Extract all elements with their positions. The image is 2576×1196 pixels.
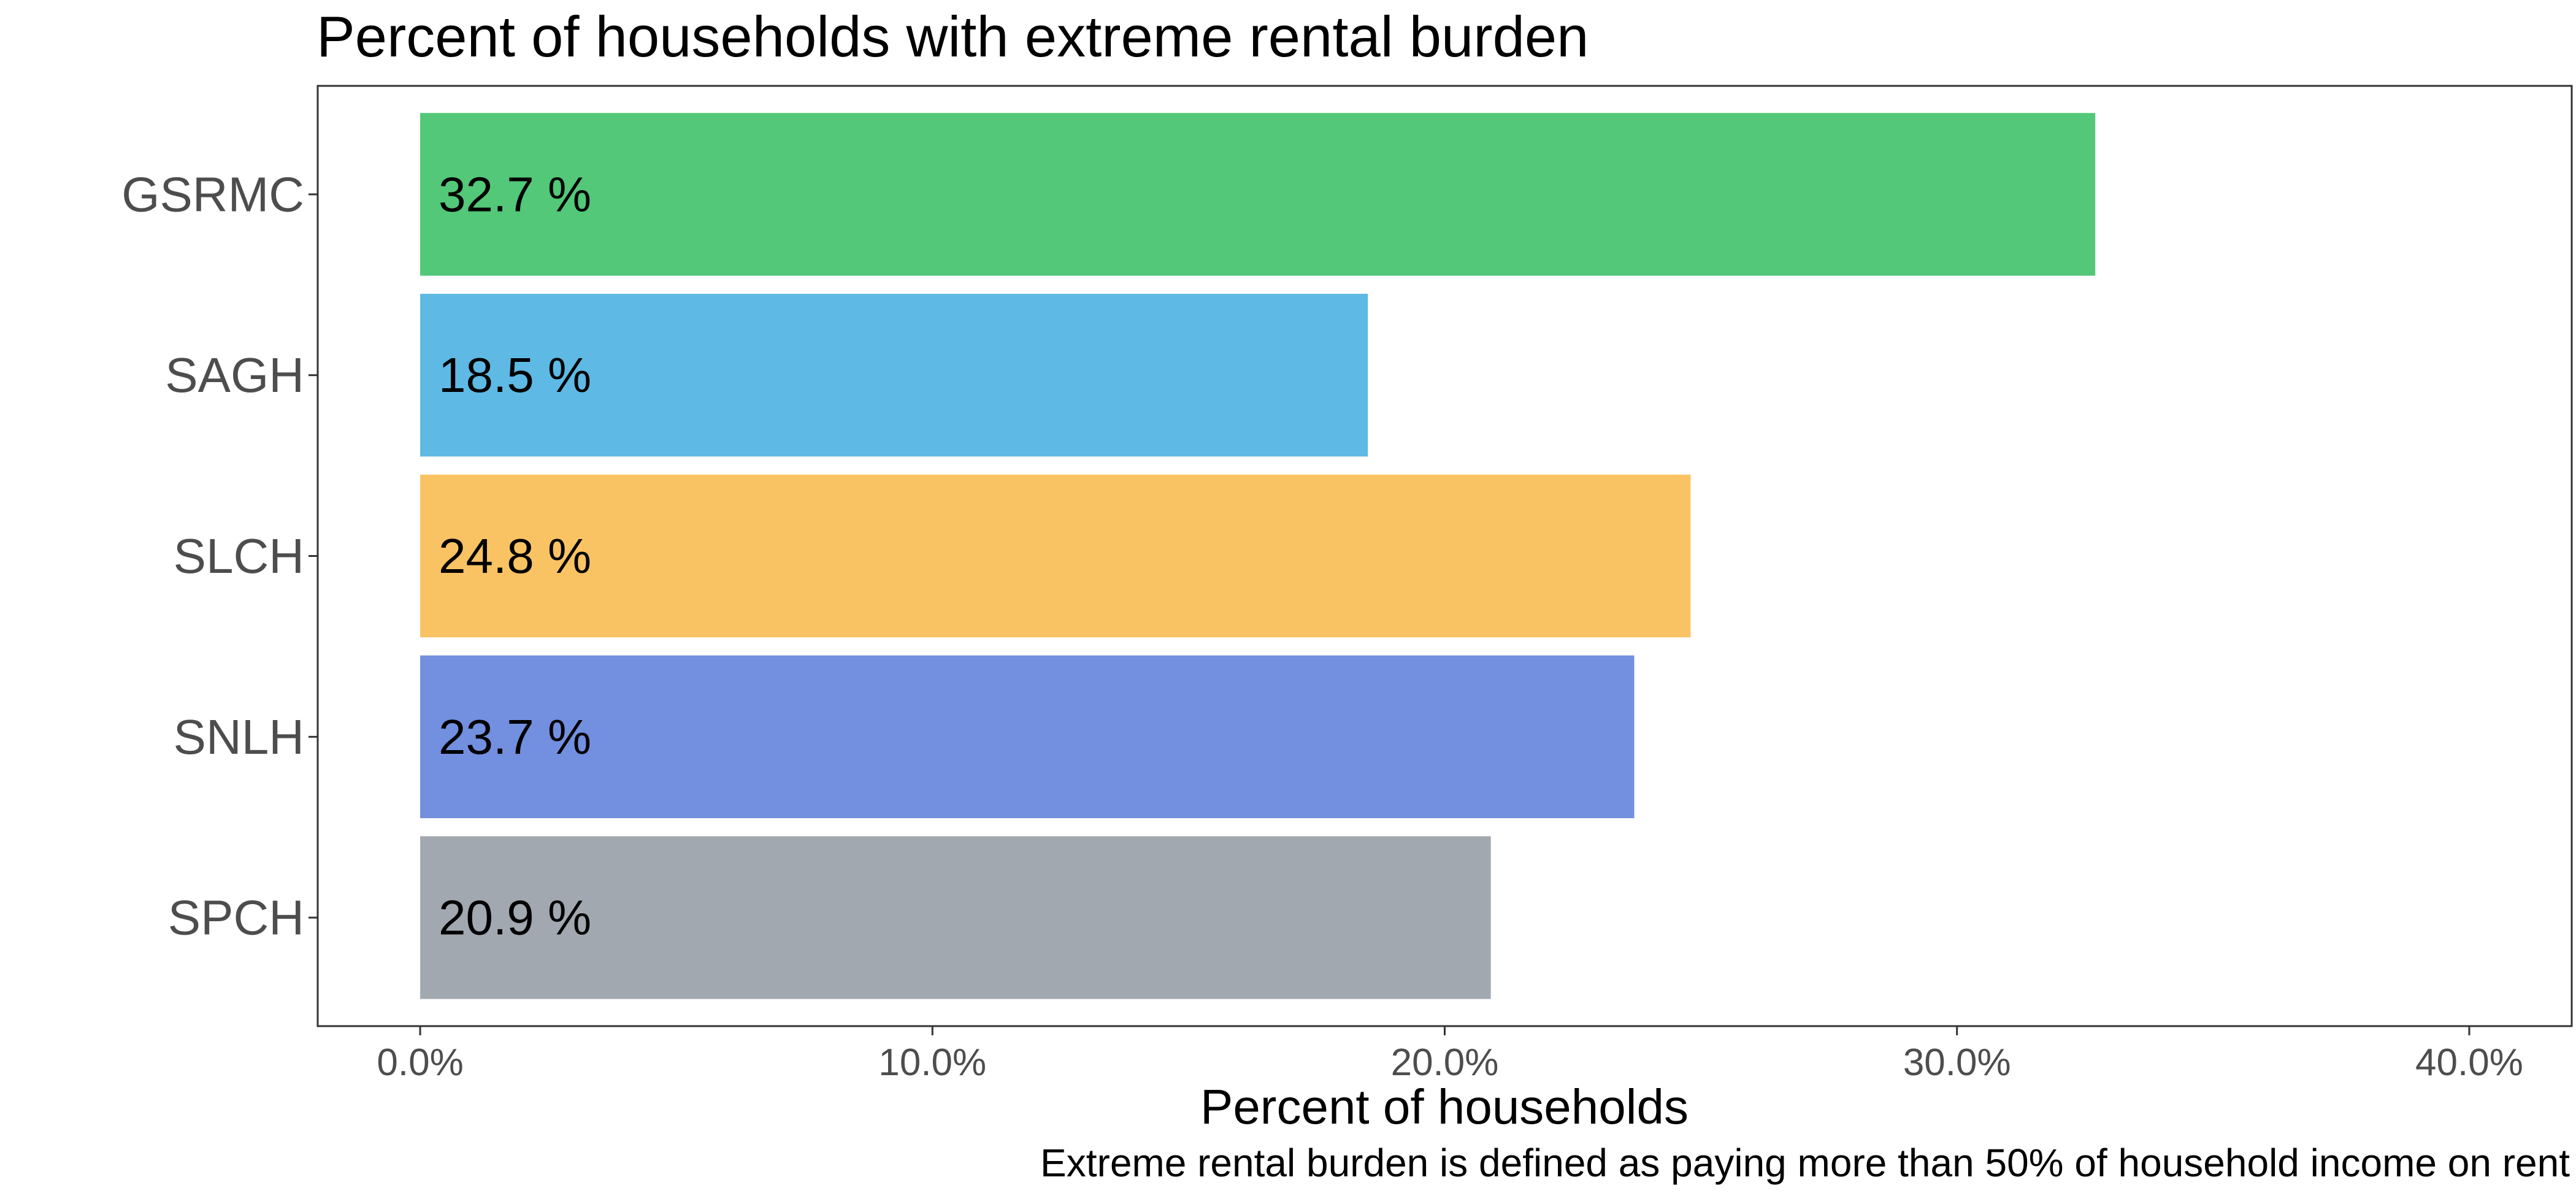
- y-axis: GSRMC SAGH SLCH SNLH SPCH: [121, 167, 318, 945]
- data-label-sagh: 18.5 %: [439, 348, 591, 402]
- x-tick-label-4: 40.0%: [2415, 1041, 2523, 1084]
- category-label-spch: SPCH: [168, 891, 304, 945]
- data-label-spch: 20.9 %: [439, 891, 591, 945]
- bar-gsrmc: [420, 113, 2096, 276]
- bar-sagh: [420, 294, 1368, 457]
- bar-snlh: [420, 655, 1635, 818]
- x-axis-title: Percent of households: [1200, 1079, 1689, 1134]
- x-tick-label-2: 20.0%: [1391, 1041, 1499, 1084]
- bar-slch: [420, 474, 1691, 638]
- chart-title: Percent of households with extreme renta…: [316, 4, 1589, 69]
- data-label-slch: 24.8 %: [439, 529, 591, 583]
- category-label-slch: SLCH: [174, 529, 304, 583]
- category-label-sagh: SAGH: [165, 348, 304, 402]
- chart-caption: Extreme rental burden is defined as payi…: [1040, 1141, 2570, 1185]
- x-axis: 0.0% 10.0% 20.0% 30.0% 40.0%: [377, 1026, 2523, 1084]
- data-label-gsrmc: 32.7 %: [439, 167, 591, 221]
- x-tick-label-0: 0.0%: [377, 1041, 463, 1084]
- x-tick-label-3: 30.0%: [1903, 1041, 2011, 1084]
- category-label-gsrmc: GSRMC: [121, 167, 304, 221]
- bars-group: 32.7 % 18.5 % 24.8 % 23.7 % 20.9 %: [420, 113, 2096, 999]
- bar-spch: [420, 836, 1491, 999]
- category-label-snlh: SNLH: [174, 710, 304, 764]
- data-label-snlh: 23.7 %: [439, 710, 591, 764]
- x-tick-label-1: 10.0%: [878, 1041, 986, 1084]
